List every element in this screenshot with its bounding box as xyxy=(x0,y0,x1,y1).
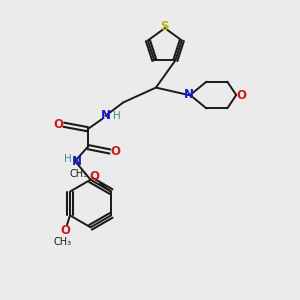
Text: O: O xyxy=(61,224,70,237)
Text: N: N xyxy=(72,155,82,168)
Text: O: O xyxy=(110,145,120,158)
Text: CH₃: CH₃ xyxy=(53,236,72,247)
Text: H: H xyxy=(113,111,121,122)
Text: O: O xyxy=(90,170,100,183)
Text: S: S xyxy=(160,20,169,33)
Text: N: N xyxy=(184,88,194,101)
Text: H: H xyxy=(64,154,72,164)
Text: N: N xyxy=(100,109,110,122)
Text: O: O xyxy=(53,118,64,131)
Text: O: O xyxy=(236,88,247,101)
Text: CH₃: CH₃ xyxy=(69,169,88,179)
